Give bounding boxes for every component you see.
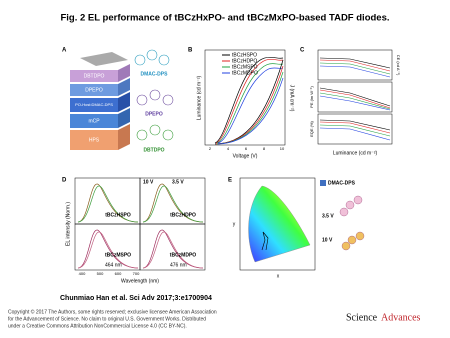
molecule-label: DMAC-DPS bbox=[141, 71, 169, 77]
legend: tBCzHSPO tBCzHDPO tBCzMSPO tBCzMDPO bbox=[222, 52, 258, 76]
x-tick-label: 8 bbox=[263, 146, 266, 151]
x-tick-label: 6 bbox=[245, 146, 248, 151]
layer-stack bbox=[70, 64, 130, 150]
panel-b: B tBCzHSPO tBCzHDPO tBCzMSPO tBCzMDPO 2 … bbox=[188, 48, 295, 160]
cie-locus bbox=[248, 185, 311, 263]
panel-a: A DBTDPO DPEPO PO-Host:DMAC-DPS mCP HPS … bbox=[62, 48, 174, 153]
plot-frame bbox=[204, 49, 286, 146]
y-axis-label: CE (cd A⁻¹) bbox=[396, 55, 401, 76]
legend-label: DMAC-DPS bbox=[328, 180, 356, 186]
x-tick-label: 500 bbox=[97, 271, 104, 276]
molecule-sketches bbox=[134, 49, 174, 141]
layer-label: mCP bbox=[88, 118, 100, 124]
y-axis-label: EL intensity (Norm.) bbox=[65, 202, 71, 246]
panel-label: D bbox=[62, 178, 67, 184]
legend-label: tBCzMDPO bbox=[232, 70, 258, 76]
voltage-label: 3.5 V bbox=[322, 213, 334, 219]
panel-d: D tBCzHSPO tBCzHDPO tBCzMSPO tBCzMDPO 10… bbox=[62, 178, 206, 284]
logo-science: Science bbox=[346, 312, 378, 323]
spectra bbox=[77, 183, 204, 269]
copyright-line: for the Advancement of Science. No claim… bbox=[8, 316, 206, 322]
x-tick-label: 700 bbox=[133, 271, 140, 276]
x-axis-label: Voltage (V) bbox=[233, 153, 258, 159]
curves bbox=[214, 56, 284, 145]
legend-label: tBCzHDPO bbox=[232, 58, 257, 64]
x-tick-label: 4 bbox=[227, 146, 230, 151]
voltage-label: 3.5 V bbox=[172, 179, 184, 185]
y-axis-label: EQE (%) bbox=[309, 120, 314, 136]
peak-label: 476 nm bbox=[170, 262, 187, 268]
x-axis-label: Luminance (cd m⁻²) bbox=[333, 150, 378, 156]
compound-label: tBCzHSPO bbox=[105, 212, 131, 218]
copyright-line: Copyright © 2017 The Authors, some right… bbox=[8, 308, 217, 315]
copyright-line: under a Creative Commons Attribution Non… bbox=[8, 323, 187, 329]
x-tick-label: 600 bbox=[115, 271, 122, 276]
panel-label: B bbox=[188, 48, 193, 54]
molecule-sketches bbox=[339, 195, 365, 251]
voltage-label: 10 V bbox=[143, 179, 154, 185]
figure-title: Fig. 2 EL performance of tBCzHxPO- and t… bbox=[60, 13, 389, 24]
compound-label: tBCzHDPO bbox=[170, 212, 196, 218]
molecule-label: DBTDPO bbox=[143, 147, 164, 153]
panel-label: A bbox=[62, 48, 67, 54]
x-tick-label: 2 bbox=[209, 146, 212, 151]
y-axis-label: y bbox=[233, 221, 236, 227]
layer-label: DBTDPO bbox=[84, 73, 105, 79]
layer-label: PO-Host:DMAC-DPS bbox=[75, 102, 113, 107]
legend-label: tBCzMSPO bbox=[232, 64, 258, 70]
cie-trace bbox=[261, 231, 269, 251]
y-axis-label: PE (lm W⁻¹) bbox=[309, 86, 314, 108]
y-axis-label: Luminance (cd m⁻²) bbox=[196, 76, 202, 121]
legend-label: tBCzHSPO bbox=[232, 52, 257, 58]
panel-c: C CE (cd A⁻¹) PE (lm W⁻¹) EQE (%) Lumina… bbox=[300, 48, 401, 157]
compound-label: tBCzMDPO bbox=[170, 252, 196, 258]
legend-swatch bbox=[320, 180, 326, 186]
compound-label: tBCzMSPO bbox=[105, 252, 131, 258]
logo-advances: Advances bbox=[381, 312, 421, 323]
peak-label: 464 nm bbox=[105, 262, 122, 268]
molecule-label: DPEPO bbox=[145, 111, 163, 117]
panel-e: E x y DMAC-DPS 3.5 V 10 V bbox=[228, 178, 365, 279]
x-axis-label: x bbox=[277, 273, 280, 279]
y2-axis-label: J (mA cm⁻²) bbox=[289, 85, 295, 112]
x-axis-label: Wavelength (nm) bbox=[121, 278, 159, 284]
layer-label: DPEPO bbox=[85, 87, 103, 93]
panel-label: E bbox=[228, 178, 232, 184]
curves bbox=[319, 57, 391, 141]
panel-label: C bbox=[300, 48, 305, 54]
x-tick-label: 400 bbox=[79, 271, 86, 276]
x-tick-label: 10 bbox=[280, 146, 285, 151]
voltage-label: 10 V bbox=[322, 237, 333, 243]
layer-label: HPS bbox=[89, 137, 100, 143]
citation: Chunmiao Han et al. Sci Adv 2017;3:e1700… bbox=[60, 295, 212, 302]
